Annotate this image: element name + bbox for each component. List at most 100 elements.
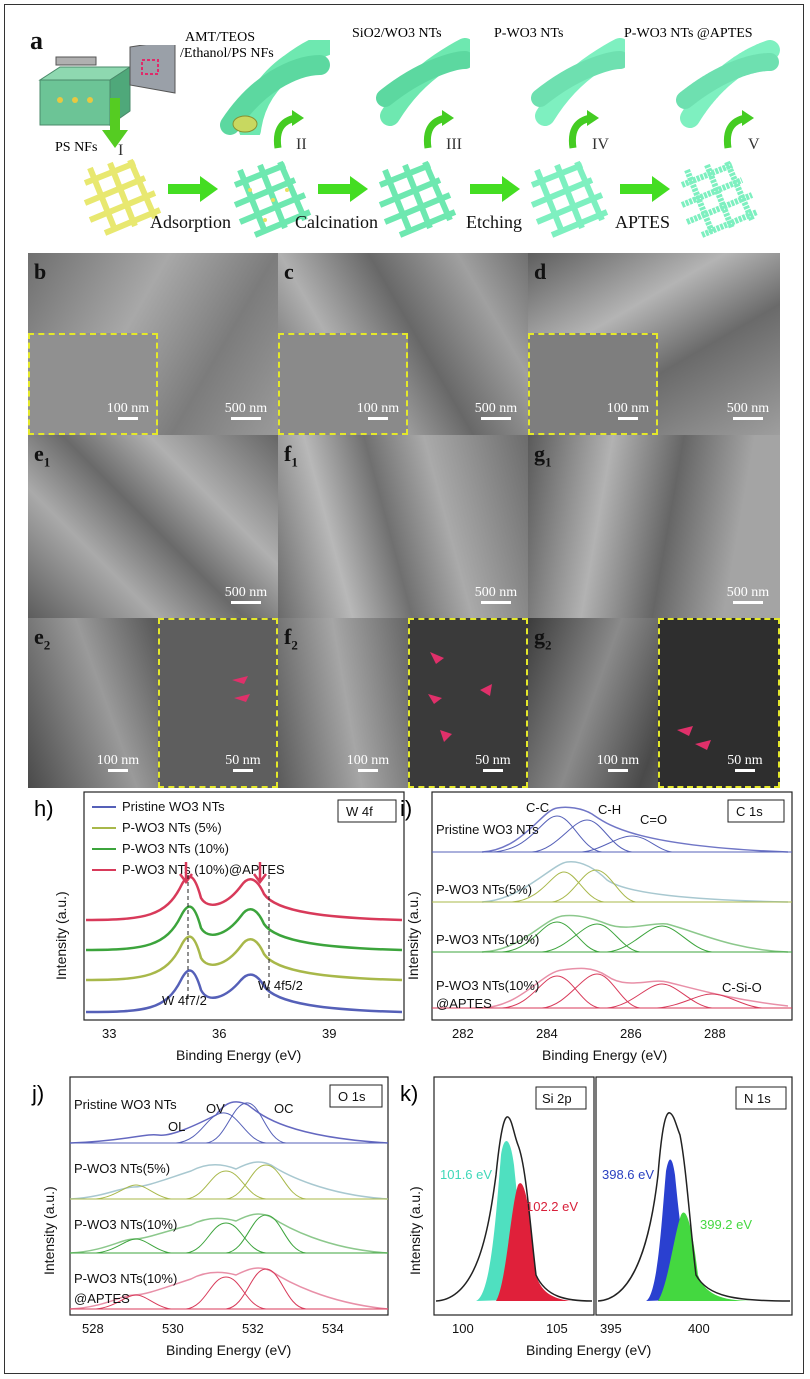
tick-j-1: 528 [82,1321,104,1336]
tube-bundle-icon-3 [531,38,625,126]
inset-f2 [408,618,528,788]
roman-2: II [296,136,307,153]
mesh-icon-ps [83,158,162,236]
panel-k-letter: k) [400,1081,418,1106]
scalebar-c-100: 100 nm [348,401,408,420]
panel-h-chart: h) W 4f Pristine WO3 NTs P-WO3 NTs (5%) … [34,791,405,1063]
xlabel-i: Binding Energy (eV) [542,1047,667,1063]
sem-letter-b: b [34,259,47,284]
tube-bundle-icon-4 [676,40,780,128]
sem-letter-g1: g1 [534,441,552,470]
value-k-2: 102.2 eV [526,1199,578,1214]
sem-image-f1: f1 500 nm [278,435,528,618]
mesh-icon-5 [680,160,759,238]
sem-image-e1: e1 500 nm [28,435,278,618]
scalebar-f2-50: 50 nm [463,753,523,772]
scalebar-e1-500: 500 nm [216,585,276,604]
panel-j-letter: j) [31,1081,44,1106]
peak-h-1: W 4f7/2 [162,993,207,1008]
scalebar-e2-50: 50 nm [213,753,273,772]
sem-image-e2: e2 100 nm 50 nm [28,618,278,788]
panel-a-letter: a [30,26,43,55]
row-i-2: P-WO3 NTs(5%) [436,882,532,897]
curve-arrow-icon-4 [568,110,599,149]
sem-letter-g2: g2 [534,624,552,653]
scalebar-b-100: 100 nm [98,401,158,420]
sem-image-c: c 100 nm 500 nm [278,253,528,435]
tick-k-4: 400 [688,1321,710,1336]
row-j-2: P-WO3 NTs(5%) [74,1161,170,1176]
sem-image-f2: f2 100 nm 50 nm [278,618,528,788]
label-amt-teos: AMT/TEOS [185,30,255,45]
curve-arrow-icon-2 [273,110,304,149]
tick-k-2: 105 [546,1321,568,1336]
legend-h-3: P-WO3 NTs (10%) [122,841,229,856]
value-k-3: 398.6 eV [602,1167,654,1182]
scalebar-d-100: 100 nm [598,401,658,420]
panel-i-chart: i) C 1s Pristine WO3 NTs P-WO3 NTs(5%) P… [400,791,793,1063]
tick-i-3: 286 [620,1026,642,1041]
tick-k-3: 395 [600,1321,622,1336]
mesh-icon-2 [233,160,312,238]
down-arrow-icon [102,98,128,148]
ylabel-h: Intensity (a.u.) [53,891,69,980]
arrow-marker-icon [232,676,250,702]
row-j-1: Pristine WO3 NTs [74,1097,177,1112]
label-ps-nfs: PS NFs [55,140,98,155]
row-i-3: P-WO3 NTs(10%) [436,932,539,947]
label-ethanol-ps: /Ethanol/PS NFs [180,46,274,61]
peak-j-2: OV [206,1101,225,1116]
row-j-5: @APTES [74,1291,130,1306]
panel-h-tag: W 4f [346,804,373,819]
label-sio2-wo3: SiO2/WO3 NTs [352,26,442,41]
scalebar-g2-50: 50 nm [715,753,775,772]
scalebar-c-500: 500 nm [466,401,526,420]
step-adsorption: Adsorption [150,212,231,232]
panel-h-letter: h) [34,796,54,821]
roman-5: V [748,136,760,153]
scalebar-d-500: 500 nm [718,401,778,420]
scalebar-f1-500: 500 nm [466,585,526,604]
tick-h-3: 39 [322,1026,336,1041]
xlabel-h: Binding Energy (eV) [176,1047,301,1063]
tube-bundle-icon-2 [376,38,470,126]
tick-i-1: 282 [452,1026,474,1041]
label-p-wo3: P-WO3 NTs [494,26,564,41]
ylabel-j: Intensity (a.u.) [41,1186,57,1275]
tick-i-4: 288 [704,1026,726,1041]
sem-image-b: b 100 nm 500 nm [28,253,278,435]
row-i-5: @APTES [436,996,492,1011]
sem-letter-f1: f1 [284,441,298,470]
panel-i-tag: C 1s [736,804,763,819]
tick-i-2: 284 [536,1026,558,1041]
xlabel-j: Binding Energy (eV) [166,1342,291,1358]
tick-k-1: 100 [452,1321,474,1336]
row-i-1: Pristine WO3 NTs [436,822,539,837]
inset-g2 [658,618,780,788]
step-aptes: APTES [615,212,671,232]
roman-3: III [446,136,462,153]
panel-k-tag-si: Si 2p [542,1091,572,1106]
peak-h-2: W 4f5/2 [258,978,303,993]
legend-h-4: P-WO3 NTs (10%)@APTES [122,862,285,877]
tick-j-4: 534 [322,1321,344,1336]
peak-i-2: C-H [598,802,621,817]
legend-h-2: P-WO3 NTs (5%) [122,820,222,835]
tube-bundle-icon-1 [220,40,330,135]
figure-frame [4,4,804,1374]
curve-arrow-icon-5 [723,110,754,149]
right-arrow-icon-2 [318,176,368,202]
tick-j-2: 530 [162,1321,184,1336]
right-arrow-icon-4 [620,176,670,202]
tick-h-2: 36 [212,1026,226,1041]
step-calcination: Calcination [295,212,378,232]
value-k-1: 101.6 eV [440,1167,492,1182]
sem-image-g2: g2 100 nm 50 nm [528,618,780,788]
tick-j-3: 532 [242,1321,264,1336]
row-i-4: P-WO3 NTs(10%) [436,978,539,993]
arrow-marker-icon [428,652,492,742]
tick-h-1: 33 [102,1026,116,1041]
sem-letter-d: d [534,259,547,284]
sem-image-d: d 100 nm 500 nm [528,253,780,435]
scalebar-g2-100: 100 nm [588,753,648,772]
